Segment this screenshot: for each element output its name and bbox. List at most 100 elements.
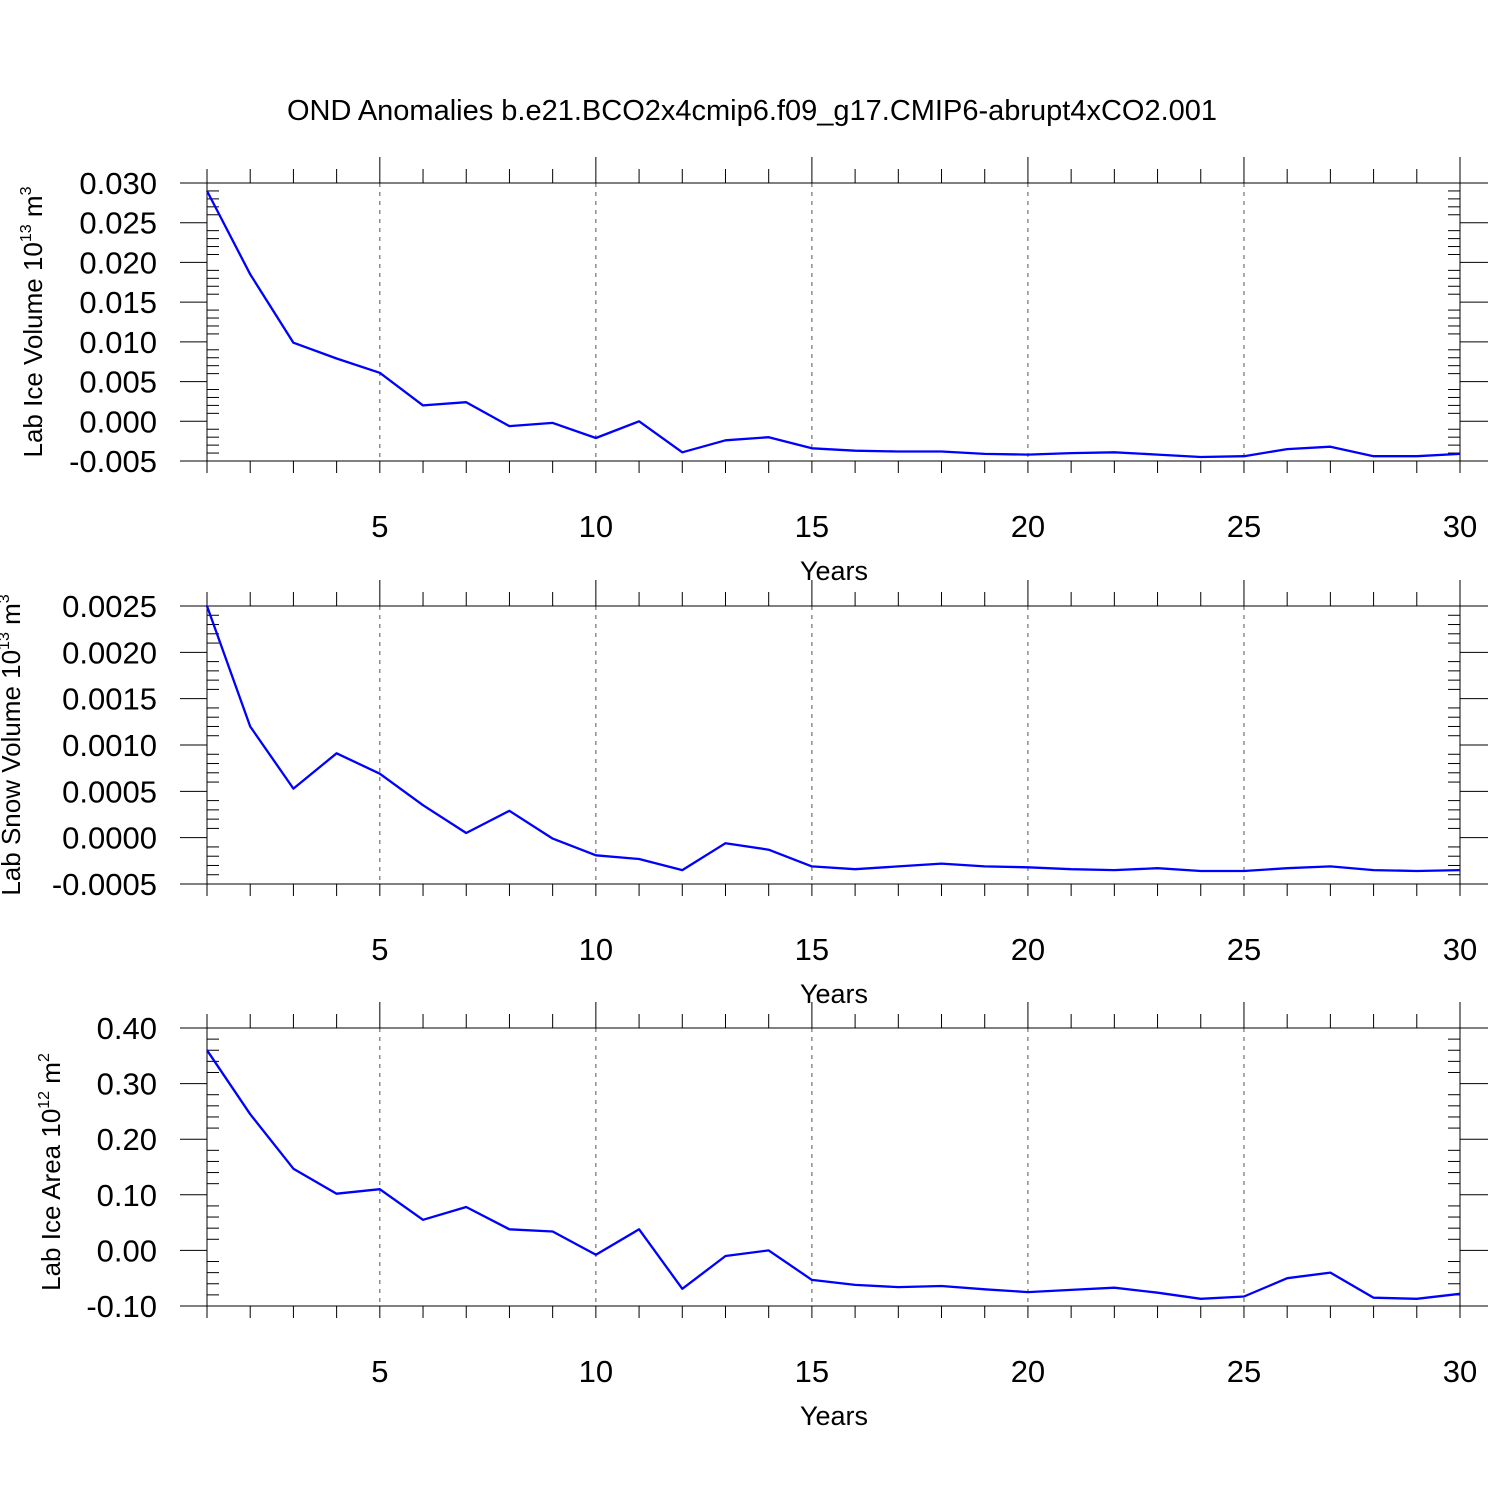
data-point [291, 787, 295, 791]
chart-panel-3: -0.10 0.00 0.10 0.20 0.30 0.40 5 10 15 20 25 30 Year… [36, 1002, 1488, 1431]
series-line [206, 1049, 1461, 1300]
y-axis-label-text: Lab Ice Area 10 [36, 1109, 66, 1291]
y-tick-label: 0.020 [79, 245, 157, 280]
y-axis-label-unit: m [0, 603, 26, 632]
y-axis-label-unit: m [36, 1062, 66, 1091]
data-point [896, 1285, 900, 1289]
y-axis-label: Lab Snow Volume 1013 m3 [0, 594, 26, 895]
data-point [551, 837, 555, 841]
data-point [1026, 453, 1030, 457]
y-tick-label: 0.00 [97, 1233, 157, 1268]
x-axis-label: Years [800, 556, 868, 586]
data-point [1415, 454, 1419, 458]
data-point [1112, 1286, 1116, 1290]
chart-title: OND Anomalies b.e21.BCO2x4cmip6.f09_g17.… [287, 95, 1217, 127]
data-point [1242, 454, 1246, 458]
x-tick-label: 20 [1011, 509, 1045, 544]
y-axis-label-unit: m [18, 195, 48, 224]
data-point [1069, 867, 1073, 871]
data-point [1328, 864, 1332, 868]
data-point [1285, 447, 1289, 451]
data-point [1156, 866, 1160, 870]
y-tick-label: 0.0020 [62, 635, 157, 670]
data-point [551, 421, 555, 425]
data-point [1026, 1290, 1030, 1294]
data-point [335, 1192, 339, 1196]
data-point [248, 1112, 252, 1116]
x-tick-label: 5 [371, 1354, 388, 1389]
y-axis-label-text: Lab Ice Volume 10 [18, 242, 48, 457]
x-tick-label: 30 [1443, 932, 1477, 967]
data-point [1458, 452, 1462, 456]
y-axis-label-unit-exponent: 3 [18, 186, 35, 195]
data-point [1112, 450, 1116, 454]
y-axis-label-unit-exponent: 2 [36, 1053, 53, 1062]
data-point [1069, 1288, 1073, 1292]
y-tick-label: -0.0005 [52, 867, 157, 902]
x-tick-label: 30 [1443, 1354, 1477, 1389]
data-point [507, 424, 511, 428]
data-point [637, 857, 641, 861]
y-tick-label: 0.0015 [62, 682, 157, 717]
data-point [853, 867, 857, 871]
x-tick-label: 15 [795, 509, 829, 544]
data-point [1458, 868, 1462, 872]
data-point [940, 862, 944, 866]
data-point [507, 1227, 511, 1231]
data-point [637, 419, 641, 423]
data-point [1242, 1295, 1246, 1299]
data-point [1415, 1297, 1419, 1301]
data-point [680, 450, 684, 454]
y-tick-label: 0.0000 [62, 821, 157, 856]
data-point [421, 1218, 425, 1222]
x-tick-label: 30 [1443, 509, 1477, 544]
x-tick-label: 10 [579, 509, 613, 544]
data-point [810, 446, 814, 450]
y-axis-label: Lab Ice Area 1012 m2 [36, 1053, 66, 1291]
y-tick-label: 0.30 [97, 1067, 157, 1102]
y-axis-label-exponent: 12 [36, 1091, 53, 1109]
data-point [940, 1284, 944, 1288]
data-point [205, 1048, 209, 1052]
y-tick-label: 0.10 [97, 1178, 157, 1213]
y-axis-label-exponent: 13 [0, 632, 13, 650]
data-point [723, 841, 727, 845]
series-line [205, 190, 1461, 459]
data-point [983, 452, 987, 456]
data-point [853, 1283, 857, 1287]
x-tick-label: 25 [1227, 932, 1261, 967]
data-point [1285, 1276, 1289, 1280]
data-point [896, 864, 900, 868]
panels: -0.0050.0000.0050.0100.0150.0200.0250.03… [0, 157, 1488, 1431]
data-point [1415, 869, 1419, 873]
data-point [464, 1205, 468, 1209]
data-point [1458, 1292, 1462, 1296]
data-point [1199, 1297, 1203, 1301]
data-point [680, 868, 684, 872]
y-tick-label: 0.0025 [62, 589, 157, 624]
data-point [1199, 455, 1203, 459]
data-point [1328, 1271, 1332, 1275]
x-tick-label: 15 [795, 932, 829, 967]
y-tick-label: 0.010 [79, 325, 157, 360]
data-point [291, 341, 295, 345]
y-axis-label-unit-exponent: 3 [0, 594, 13, 603]
data-point [1242, 869, 1246, 873]
data-point [378, 772, 382, 776]
y-tick-label: 0.000 [79, 404, 157, 439]
x-tick-label: 5 [371, 509, 388, 544]
data-point [1112, 868, 1116, 872]
data-point [378, 371, 382, 375]
data-point [1372, 868, 1376, 872]
data-point [1285, 866, 1289, 870]
data-point [810, 1278, 814, 1282]
x-tick-label: 5 [371, 932, 388, 967]
data-point [810, 864, 814, 868]
data-point [464, 831, 468, 835]
x-tick-label: 20 [1011, 1354, 1045, 1389]
chart-panel-1: -0.005 0.000 0.005 0.010 0.015 0.020 0.025 0.03… [18, 157, 1488, 586]
x-axis-label: Years [800, 979, 868, 1009]
series-line [205, 605, 1461, 873]
data-point [1372, 1296, 1376, 1300]
